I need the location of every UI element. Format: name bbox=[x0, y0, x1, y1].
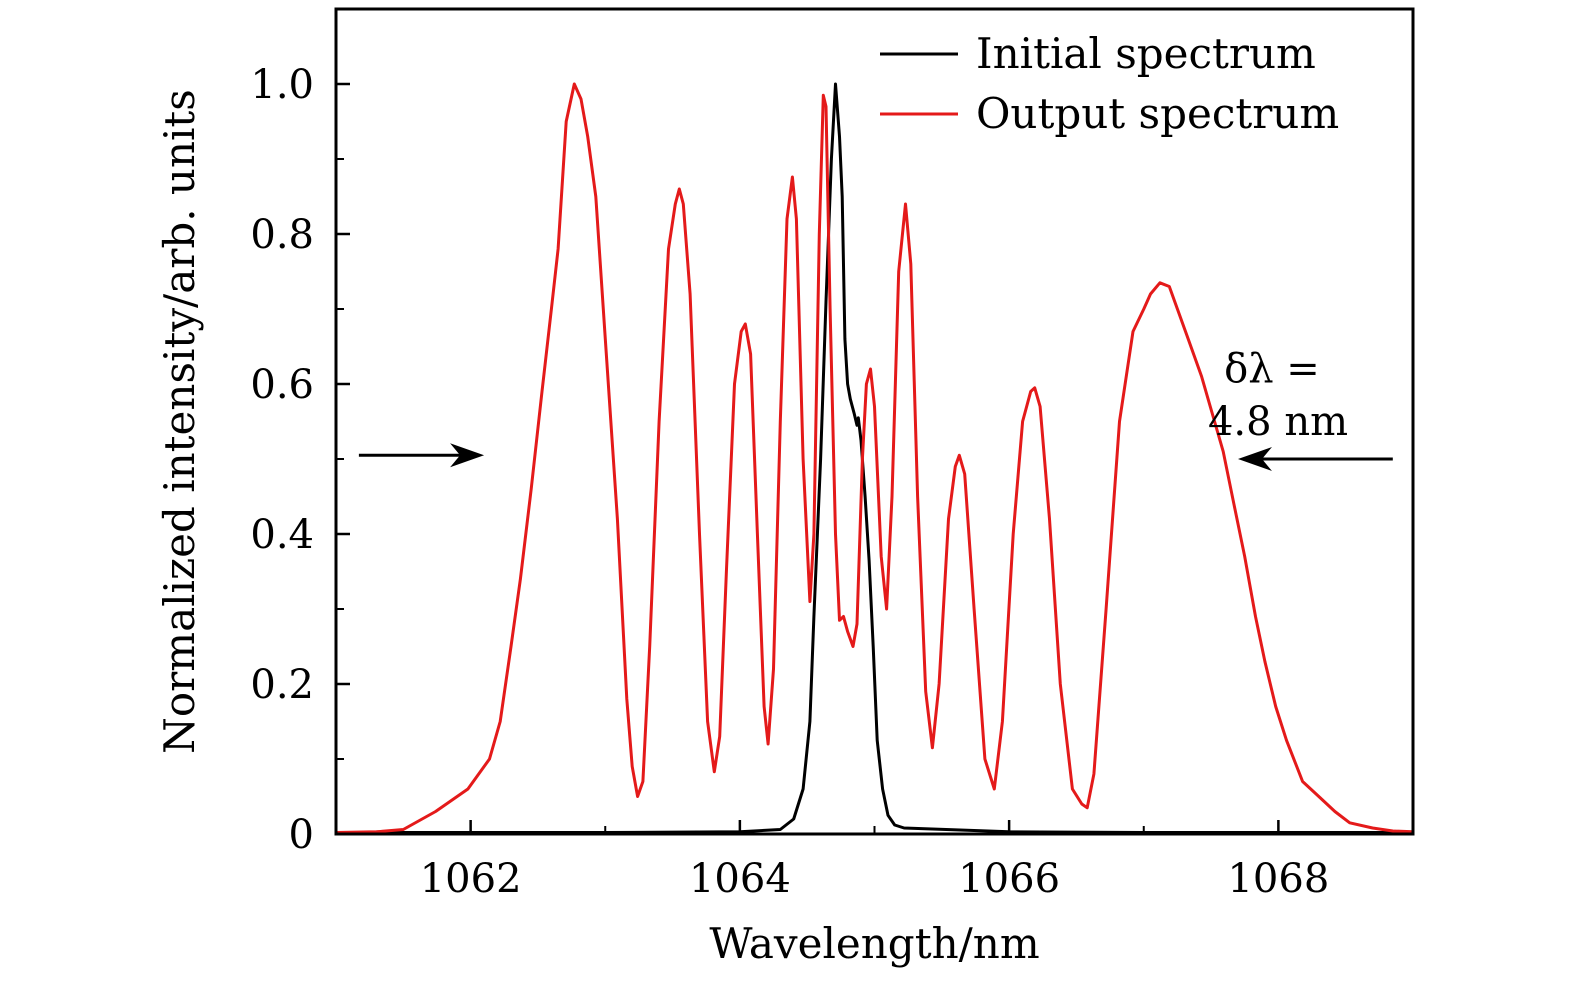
legend: Initial spectrum Output spectrum bbox=[880, 29, 1339, 138]
y-tick-label: 0.6 bbox=[250, 362, 314, 408]
y-tick-label: 0.2 bbox=[250, 662, 314, 708]
arrow-head bbox=[1237, 447, 1272, 471]
arrow-head bbox=[450, 443, 485, 468]
arrow-left-icon bbox=[358, 443, 485, 468]
x-tick-label: 1064 bbox=[689, 856, 791, 902]
x-tick-label: 1068 bbox=[1227, 856, 1329, 902]
legend-label-output: Output spectrum bbox=[976, 89, 1339, 138]
delta-lambda-value: 4.8 nm bbox=[1208, 399, 1348, 445]
x-tick-label: 1066 bbox=[958, 856, 1060, 902]
series-layer bbox=[336, 82, 1413, 834]
tick-labels-layer: 1062 1064 1066 1068 0 0.2 0.4 0.6 0.8 1.0 bbox=[250, 62, 1329, 902]
x-axis-title: Wavelength/nm bbox=[709, 919, 1039, 968]
arrow-right-icon bbox=[1237, 447, 1393, 471]
y-tick-label: 0 bbox=[289, 812, 314, 858]
y-tick-label: 0.4 bbox=[250, 512, 314, 558]
y-tick-label: 0.8 bbox=[250, 212, 314, 258]
y-axis-title: Normalized intensity/arb. units bbox=[155, 89, 204, 754]
annotations: δλ = 4.8 nm bbox=[358, 346, 1393, 471]
delta-lambda-label: δλ = bbox=[1224, 346, 1320, 392]
x-tick-label: 1062 bbox=[420, 856, 522, 902]
ticks-layer bbox=[336, 82, 1280, 836]
legend-label-initial: Initial spectrum bbox=[976, 29, 1316, 78]
y-tick-label: 1.0 bbox=[250, 62, 314, 108]
series-line-initial bbox=[336, 82, 1413, 834]
series-line-output bbox=[336, 82, 1413, 834]
